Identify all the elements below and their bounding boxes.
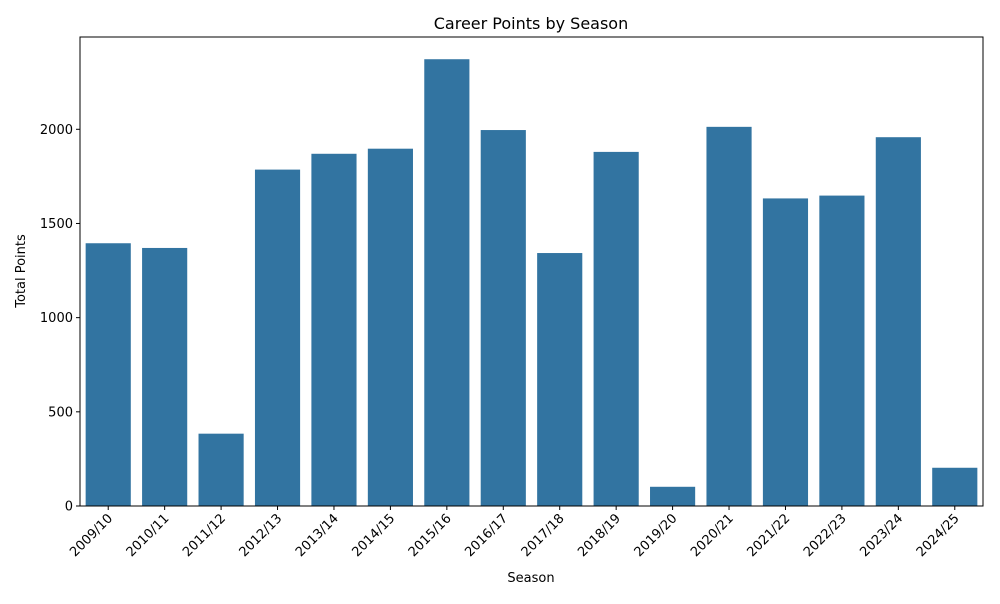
x-tick-label: 2023/24 bbox=[857, 511, 906, 560]
bar-2016/17 bbox=[480, 130, 526, 507]
bar-2015/16 bbox=[424, 59, 470, 506]
bar-2009/10 bbox=[85, 243, 131, 506]
x-tick-label: 2011/12 bbox=[180, 511, 229, 560]
x-tick-label: 2022/23 bbox=[801, 511, 850, 560]
bars-group bbox=[85, 59, 978, 507]
bar-2010/11 bbox=[142, 247, 188, 507]
bar-2018/19 bbox=[593, 151, 639, 507]
x-tick-label: 2020/21 bbox=[688, 511, 737, 560]
x-axis-ticks: 2009/10 2010/11 2011/12 2012/13 2013/14 2014/… bbox=[67, 506, 963, 560]
bar-2023/24 bbox=[875, 137, 921, 506]
y-tick-label: 1000 bbox=[40, 311, 73, 326]
bar-2014/15 bbox=[367, 148, 413, 506]
y-tick-label: 500 bbox=[48, 405, 73, 420]
x-tick-label: 2016/17 bbox=[462, 511, 511, 560]
x-tick-label: 2024/25 bbox=[914, 511, 963, 560]
bar-2013/14 bbox=[311, 153, 357, 506]
bar-2024/25 bbox=[932, 467, 978, 506]
bar-2012/13 bbox=[254, 169, 301, 506]
x-tick-label: 2019/20 bbox=[632, 511, 681, 560]
x-axis-label: Season bbox=[507, 571, 554, 586]
bar-2011/12 bbox=[198, 433, 244, 506]
plot-frame bbox=[79, 36, 984, 507]
x-tick-label: 2015/16 bbox=[406, 511, 455, 560]
y-tick-label: 1500 bbox=[40, 217, 73, 232]
chart-title: Career Points by Season bbox=[434, 14, 628, 33]
bar-2021/22 bbox=[762, 198, 809, 506]
x-tick-label: 2018/19 bbox=[575, 511, 624, 560]
y-tick-label: 2000 bbox=[40, 123, 73, 138]
y-axis-ticks: 0 500 1000 1500 2000 bbox=[40, 123, 80, 515]
x-tick-label: 2014/15 bbox=[349, 511, 398, 560]
bar-2017/18 bbox=[537, 253, 583, 506]
x-tick-label: 2010/11 bbox=[124, 511, 173, 560]
x-tick-label: 2017/18 bbox=[519, 511, 568, 560]
bar-2019/20 bbox=[650, 486, 696, 506]
bar-2022/23 bbox=[819, 195, 865, 506]
x-tick-label: 2021/22 bbox=[744, 511, 793, 560]
y-axis-label: Total Points bbox=[14, 234, 29, 309]
bar-2020/21 bbox=[706, 126, 752, 507]
x-tick-label: 2013/14 bbox=[293, 511, 342, 560]
x-tick-label: 2012/13 bbox=[237, 511, 286, 560]
x-tick-label: 2009/10 bbox=[67, 511, 116, 560]
y-tick-label: 0 bbox=[65, 500, 73, 515]
